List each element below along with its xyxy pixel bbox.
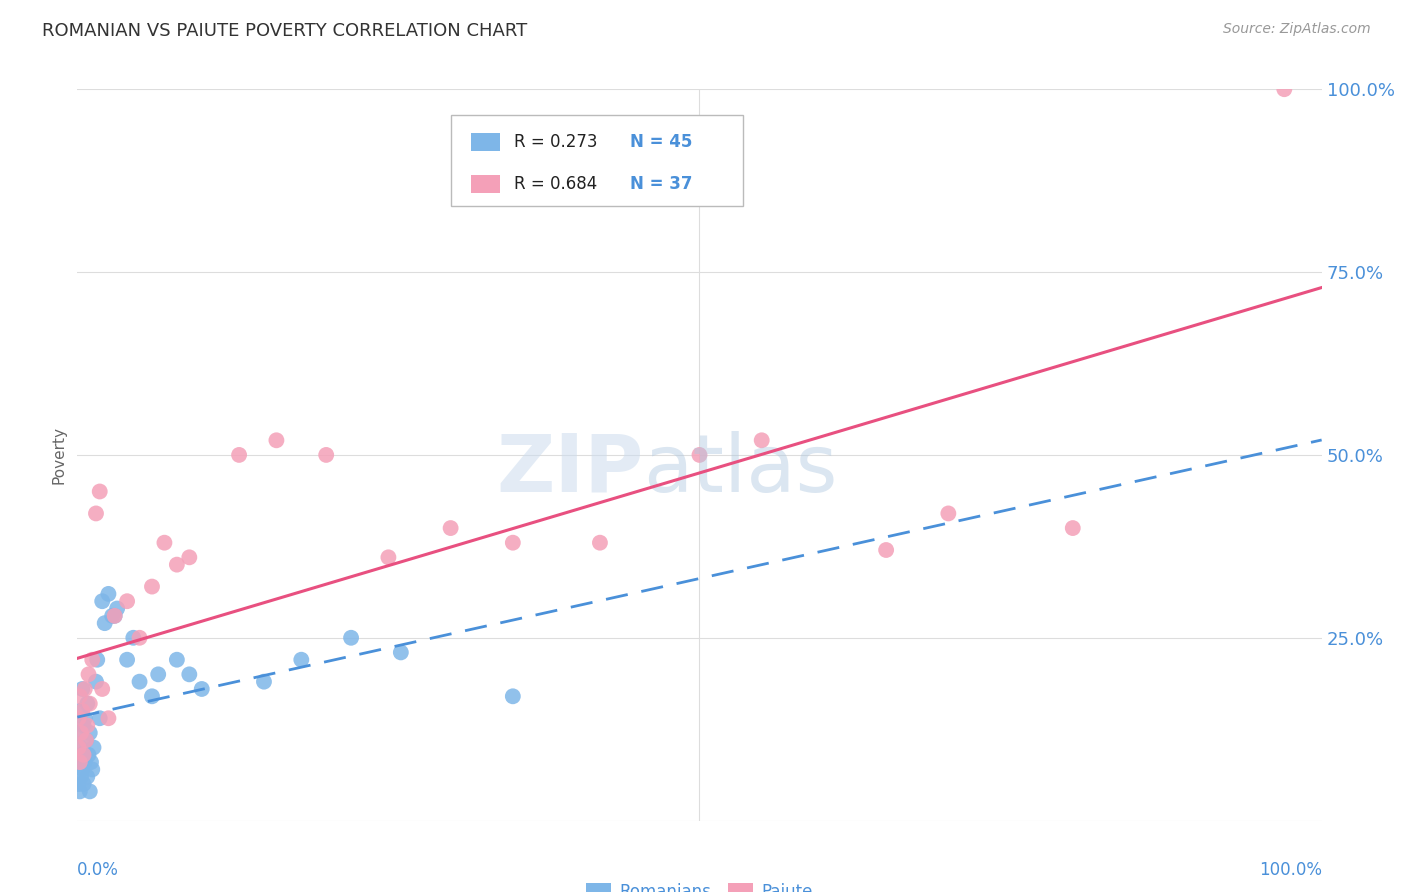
Point — [76, 770, 98, 784]
Point — [70, 747, 93, 762]
Point — [79, 697, 101, 711]
Point — [115, 594, 138, 608]
Point — [76, 718, 98, 732]
Point — [79, 726, 101, 740]
FancyBboxPatch shape — [471, 176, 501, 193]
Point — [69, 704, 91, 718]
Point — [77, 667, 100, 681]
Point — [105, 601, 128, 615]
Point — [86, 653, 108, 667]
Text: Source: ZipAtlas.com: Source: ZipAtlas.com — [1223, 22, 1371, 37]
Point — [115, 653, 138, 667]
Point — [290, 653, 312, 667]
Point — [166, 558, 188, 572]
Point — [128, 674, 150, 689]
Point — [69, 755, 91, 769]
Point — [79, 784, 101, 798]
Text: N = 37: N = 37 — [630, 175, 692, 193]
Point — [689, 448, 711, 462]
Point — [1062, 521, 1084, 535]
FancyBboxPatch shape — [471, 133, 501, 151]
Point — [93, 616, 115, 631]
Point — [166, 653, 188, 667]
Point — [72, 681, 94, 696]
Point — [179, 550, 201, 565]
Point — [69, 690, 91, 704]
Text: N = 45: N = 45 — [630, 133, 692, 151]
Point — [101, 608, 124, 623]
Point — [179, 667, 201, 681]
Point — [141, 690, 163, 704]
Point — [266, 434, 288, 448]
Point — [128, 631, 150, 645]
Y-axis label: Poverty: Poverty — [51, 425, 66, 484]
Point — [67, 726, 90, 740]
Point — [589, 535, 612, 549]
Point — [67, 777, 90, 791]
Point — [91, 681, 114, 696]
FancyBboxPatch shape — [451, 115, 742, 206]
Point — [315, 448, 337, 462]
Point — [67, 711, 90, 725]
Point — [253, 674, 276, 689]
Point — [191, 681, 214, 696]
Point — [104, 608, 127, 623]
Point — [228, 448, 250, 462]
Point — [84, 674, 107, 689]
Point — [141, 580, 163, 594]
Point — [72, 704, 94, 718]
Point — [89, 711, 111, 725]
Point — [938, 507, 960, 521]
Point — [70, 770, 93, 784]
Point — [377, 550, 399, 565]
Point — [72, 718, 94, 732]
Point — [77, 747, 100, 762]
Point — [67, 740, 90, 755]
Point — [502, 690, 524, 704]
Text: ZIP: ZIP — [496, 431, 644, 508]
Text: R = 0.273: R = 0.273 — [515, 133, 598, 151]
Point — [82, 763, 104, 777]
Point — [70, 726, 93, 740]
Point — [67, 755, 90, 769]
Point — [97, 711, 120, 725]
Point — [751, 434, 773, 448]
Point — [72, 763, 94, 777]
Point — [1272, 82, 1295, 96]
Point — [97, 587, 120, 601]
Text: ROMANIAN VS PAIUTE POVERTY CORRELATION CHART: ROMANIAN VS PAIUTE POVERTY CORRELATION C… — [42, 22, 527, 40]
Point — [82, 653, 104, 667]
Point — [148, 667, 170, 681]
Point — [69, 784, 91, 798]
Point — [122, 631, 145, 645]
Text: atlas: atlas — [644, 431, 838, 508]
Point — [84, 507, 107, 521]
Text: R = 0.684: R = 0.684 — [515, 175, 598, 193]
Point — [69, 740, 91, 755]
Point — [875, 543, 897, 558]
Point — [72, 747, 94, 762]
Point — [76, 697, 98, 711]
Point — [340, 631, 363, 645]
Point — [75, 733, 97, 747]
Text: 100.0%: 100.0% — [1258, 861, 1322, 879]
Point — [73, 681, 96, 696]
Point — [83, 740, 105, 755]
Point — [440, 521, 463, 535]
Legend: Romanians, Paiute: Romanians, Paiute — [579, 876, 820, 892]
Point — [89, 484, 111, 499]
Point — [80, 755, 103, 769]
Point — [104, 608, 127, 623]
Point — [73, 755, 96, 769]
Point — [91, 594, 114, 608]
Text: 0.0%: 0.0% — [77, 861, 120, 879]
Point — [502, 535, 524, 549]
Point — [153, 535, 176, 549]
Point — [75, 733, 97, 747]
Point — [72, 777, 94, 791]
Point — [389, 645, 412, 659]
Point — [73, 711, 96, 725]
